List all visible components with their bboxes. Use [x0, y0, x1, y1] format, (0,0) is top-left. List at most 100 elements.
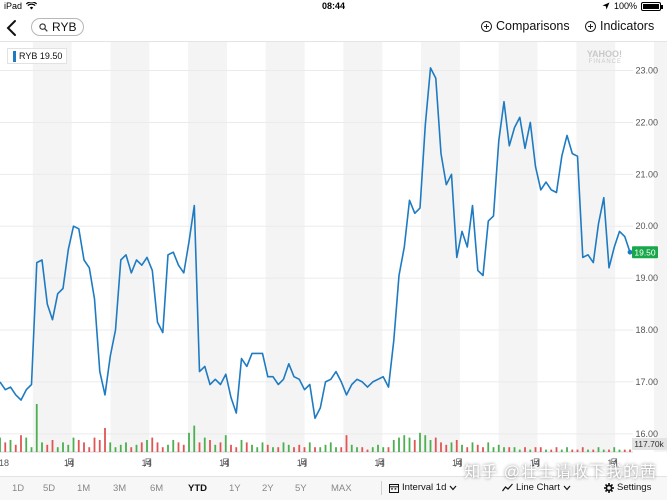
volume-bar [14, 444, 17, 452]
x-tick-label: 月 [299, 458, 308, 468]
volume-bar [172, 440, 175, 452]
volume-bar [629, 449, 631, 452]
volume-bar [518, 449, 521, 452]
chart-background-bands [32, 42, 667, 452]
volume-bar [576, 449, 579, 452]
price-line [0, 67, 631, 420]
x-tick-label: 14 [607, 458, 617, 468]
status-bar: iPad 08:44 100% [0, 0, 667, 14]
volume-bar [618, 449, 621, 452]
volume-bar [135, 444, 138, 452]
volume-bar [193, 425, 196, 452]
x-tick-label: 月 [221, 458, 230, 468]
range-1y[interactable]: 1Y [229, 483, 241, 494]
x-tick-label: 14 [530, 458, 540, 468]
volume-bar [434, 437, 437, 452]
volume-bar [424, 435, 427, 452]
ticker-search-pill[interactable]: RYB [31, 18, 84, 36]
volume-bar [466, 447, 469, 452]
range-5y[interactable]: 5Y [295, 483, 307, 494]
x-tick-label: 18 [0, 458, 9, 468]
volume-bar [623, 449, 626, 452]
volume-bar [361, 447, 364, 452]
volume-bar [219, 442, 222, 452]
range-5d[interactable]: 5D [43, 483, 56, 494]
range-6m[interactable]: 6M [150, 483, 164, 494]
volume-bar [167, 444, 169, 452]
volume-bar [329, 442, 332, 452]
volume-bar [592, 449, 595, 452]
back-chevron-icon[interactable] [4, 17, 20, 39]
volume-bar [487, 442, 490, 452]
interval-label: Interval 1d [402, 482, 447, 493]
volume-bar [503, 447, 505, 452]
volume-bar [188, 432, 190, 452]
volume-bar [41, 442, 43, 452]
volume-bar [62, 442, 64, 452]
range-max[interactable]: MAX [331, 483, 352, 494]
month-band [188, 42, 227, 452]
y-tick-label: 23.00 [635, 66, 658, 76]
y-tick-label: 19.00 [635, 273, 658, 283]
volume-bar [51, 440, 54, 452]
volume-bar [56, 447, 59, 452]
volume-bar [566, 447, 568, 452]
volume-bar [461, 444, 463, 452]
volume-bar [109, 442, 112, 452]
settings-button[interactable]: Settings [604, 482, 651, 493]
y-tick-label: 16.00 [635, 429, 658, 439]
last-price-label: 19.50 [634, 247, 656, 257]
comparisons-button[interactable]: Comparisons [481, 19, 570, 33]
volume-bar [550, 449, 553, 452]
volume-max-label: 117.70k [632, 438, 667, 450]
volume-bar [293, 447, 295, 452]
x-tick-label: 14 [219, 458, 229, 468]
volume-bar [613, 447, 616, 452]
volume-bar [98, 440, 101, 452]
volume-max-text: 117.70k [634, 439, 664, 449]
volume-bar [182, 444, 185, 452]
volume-bar [156, 442, 159, 452]
volume-bar [314, 447, 316, 452]
clock: 08:44 [321, 1, 346, 11]
volume-bar [350, 444, 353, 452]
watermark-overlay-text: 知乎 @壮士请收下我的茜 [464, 464, 657, 481]
volume-bar [482, 447, 484, 452]
volume-bar [492, 447, 495, 452]
volume-bar [555, 447, 558, 452]
x-tick-label: 月 [610, 458, 619, 468]
volume-bar [77, 440, 80, 452]
range-ytd[interactable]: YTD [188, 483, 207, 494]
volume-bar [539, 447, 542, 452]
volume-bar [387, 447, 390, 452]
interval-selector[interactable]: Interval 1d [389, 482, 457, 493]
range-1d[interactable]: 1D [12, 483, 25, 494]
volume-bar [277, 447, 280, 452]
range-3m[interactable]: 3M [113, 483, 127, 494]
volume-bar [20, 435, 22, 452]
series-legend-chip[interactable]: RYB 19.50 [7, 48, 68, 64]
price-chart[interactable]: 16.00 17.00 18.00 19.00 20.00 21.00 22.00 23.00… [0, 42, 667, 470]
volume-bar [545, 449, 547, 452]
chart-type-selector[interactable]: Line Chart [502, 482, 571, 493]
yahoo-finance-logo: YAHOO! FINANCE [586, 49, 622, 66]
volume-bar [529, 449, 532, 452]
range-1m[interactable]: 1M [77, 483, 91, 494]
volume-bar [524, 447, 526, 452]
range-2y[interactable]: 2Y [262, 483, 274, 494]
volume-bar [125, 442, 127, 452]
y-tick-label: 22.00 [635, 117, 658, 127]
volume-bars [0, 404, 631, 452]
volume-bar [497, 444, 500, 452]
wifi-icon [26, 2, 38, 10]
battery-icon [641, 1, 663, 11]
volume-bar [67, 444, 70, 452]
volume-bar [560, 449, 563, 452]
volume-bar [177, 442, 180, 452]
x-tick-label: 14 [297, 458, 307, 468]
x-tick-label: 14 [64, 458, 74, 468]
volume-bar [214, 444, 217, 452]
indicators-button[interactable]: Indicators [585, 19, 654, 33]
last-price-badge [632, 246, 658, 259]
volume-bar [303, 447, 306, 452]
